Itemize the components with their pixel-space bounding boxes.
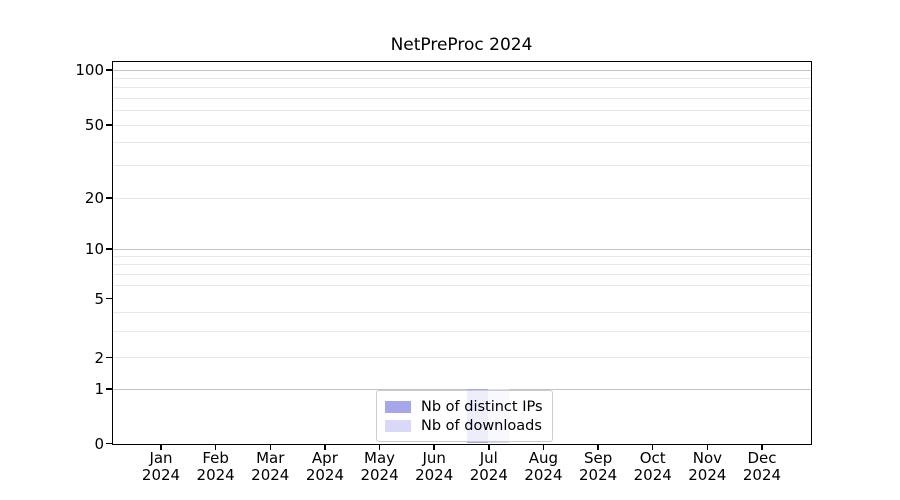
x-axis-tick-label: Jun 2024 xyxy=(415,449,454,484)
legend-swatch-distinct-ips-icon xyxy=(385,400,411,413)
legend-item-distinct-ips: Nb of distinct IPs xyxy=(385,398,543,415)
x-axis-tick xyxy=(269,444,271,450)
y-axis-tick-label: 50 xyxy=(84,116,104,134)
x-axis-tick-label: Jan 2024 xyxy=(141,449,181,484)
x-axis-tick xyxy=(324,444,326,450)
chart-title: NetPreProc 2024 xyxy=(390,35,533,55)
x-axis-tick xyxy=(433,444,435,450)
x-axis-tick-label: Aug 2024 xyxy=(524,449,563,484)
y-axis-tick xyxy=(105,388,112,390)
x-axis-tick-label: Apr 2024 xyxy=(305,449,344,484)
plot-area xyxy=(111,60,812,445)
x-axis-tick-label: Mar 2024 xyxy=(251,449,290,484)
y-axis-tick xyxy=(105,124,112,126)
gridline-minor xyxy=(112,256,811,258)
legend-label-downloads: Nb of downloads xyxy=(421,417,542,434)
gridline-major xyxy=(112,388,811,390)
x-axis-tick xyxy=(160,444,162,450)
y-axis-tick xyxy=(105,69,112,71)
gridline-minor xyxy=(112,124,811,126)
x-axis-tick xyxy=(214,444,217,450)
x-axis-tick-label: Sep 2024 xyxy=(578,449,618,484)
legend: Nb of distinct IPs Nb of downloads xyxy=(376,390,553,442)
x-axis-tick xyxy=(542,444,545,450)
gridline-minor xyxy=(112,110,811,112)
y-axis-tick-label: 0 xyxy=(94,434,104,453)
x-axis-tick-label: Jul 2024 xyxy=(469,449,508,484)
legend-label-distinct-ips: Nb of distinct IPs xyxy=(421,398,543,415)
x-axis-tick-label: Dec 2024 xyxy=(742,449,782,484)
x-axis-tick xyxy=(378,444,381,450)
gridline-minor xyxy=(112,273,811,275)
gridline-minor xyxy=(112,357,811,358)
x-axis-tick-label: Oct 2024 xyxy=(633,449,672,484)
x-axis-tick xyxy=(652,444,654,450)
gridline-major xyxy=(112,248,811,250)
y-axis-tick-label: 5 xyxy=(94,289,104,308)
legend-swatch-downloads-icon xyxy=(385,419,411,432)
gridline-minor xyxy=(112,197,811,199)
gridline-minor xyxy=(112,142,811,144)
gridline-minor xyxy=(112,330,811,332)
x-axis-tick xyxy=(597,444,599,450)
y-axis-tick xyxy=(105,442,112,445)
y-axis-tick-label: 20 xyxy=(84,189,104,207)
y-axis-tick-label: 10 xyxy=(84,240,104,258)
x-axis-tick-label: May 2024 xyxy=(360,449,399,484)
y-axis-tick xyxy=(105,356,112,359)
y-axis-tick xyxy=(105,248,112,250)
gridline-minor xyxy=(112,77,811,79)
gridline-minor xyxy=(112,312,811,314)
x-axis-tick xyxy=(706,444,709,450)
gridline-minor xyxy=(112,87,811,89)
gridline-minor xyxy=(112,284,811,286)
gridline-minor xyxy=(112,264,811,266)
gridline-minor xyxy=(112,165,811,167)
x-axis-tick xyxy=(488,444,490,450)
x-axis-tick-label: Nov 2024 xyxy=(688,449,727,484)
y-axis-tick xyxy=(105,297,112,300)
legend-item-downloads: Nb of downloads xyxy=(385,417,543,434)
y-axis-tick-label: 100 xyxy=(75,61,104,79)
y-axis-tick-label: 1 xyxy=(94,380,104,398)
y-axis-tick-label: 2 xyxy=(94,348,104,367)
gridline-major xyxy=(112,69,811,71)
x-axis-tick xyxy=(761,444,763,450)
gridline-minor xyxy=(112,97,811,99)
y-axis-tick xyxy=(105,197,112,199)
x-axis-tick-label: Feb 2024 xyxy=(196,449,235,484)
